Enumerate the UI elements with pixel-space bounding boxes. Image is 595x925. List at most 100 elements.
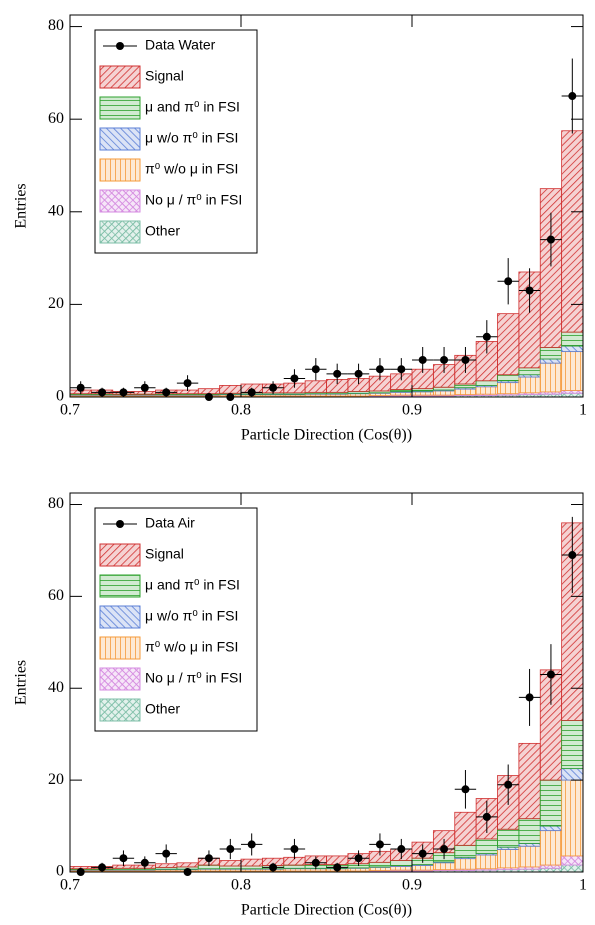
histogram-segment [497,313,520,376]
x-tick-label: 0.8 [231,877,251,894]
y-tick-label: 20 [48,771,64,788]
data-point [119,854,128,863]
data-point [333,863,342,872]
histogram-segment [539,358,563,364]
y-tick-label: 80 [48,495,64,512]
histogram-segment [561,864,584,873]
legend-swatch [99,220,141,244]
legend-label: μ w/o π⁰ in FSI [145,608,238,624]
data-point [482,332,491,341]
legend-swatch [99,605,141,629]
histogram-segment [561,331,584,347]
histogram-segment [497,849,520,869]
histogram-segment [176,862,199,868]
histogram-segment [539,867,563,873]
data-point [397,845,406,854]
histogram-segment [240,865,263,870]
histogram-segment [561,390,584,394]
legend-label: π⁰ w/o μ in FSI [145,639,238,655]
y-axis-title: Entries [13,183,30,228]
histogram-segment [561,345,584,353]
legend-label: Signal [145,546,184,562]
data-point [440,355,449,364]
data-point [183,868,192,876]
legend-marker [116,520,124,528]
histogram-segment [368,861,392,868]
data-point [525,693,534,702]
data-point [440,845,449,854]
legend-swatch [99,127,141,151]
legend-swatch [99,636,141,660]
x-tick-label: 1 [579,402,587,419]
histogram-segment [539,830,563,866]
histogram-segment [390,391,413,396]
histogram-segment [561,779,584,857]
data-point [546,670,555,679]
data-point [333,369,342,378]
x-tick-label: 0.7 [60,877,80,894]
x-tick-label: 0.7 [60,402,80,419]
legend-label: π⁰ w/o μ in FSI [145,161,238,177]
y-tick-label: 40 [48,202,64,219]
histogram-segment [475,838,498,855]
histogram-segment [347,867,370,872]
histogram-segment [283,864,306,869]
histogram-segment [475,854,498,870]
legend-label: Signal [145,68,184,84]
data-point [418,355,427,364]
y-tick-label: 60 [48,110,64,127]
histogram-segment [390,860,413,866]
data-point [290,374,299,383]
legend-marker [116,42,124,50]
histogram-segment [219,385,242,394]
histogram-segment [240,858,263,867]
data-point [482,812,491,821]
data-point [375,365,384,374]
y-axis-title: Entries [13,660,30,705]
data-point [546,235,555,244]
histogram-segment [432,386,456,391]
x-tick-label: 0.9 [402,877,422,894]
data-point [397,365,406,374]
data-point [568,92,577,101]
data-point [247,388,256,397]
histogram-segment [518,818,541,844]
legend-label: μ w/o π⁰ in FSI [145,130,238,146]
histogram-segment [411,865,434,871]
legend-swatch [99,65,141,89]
histogram-segment [561,130,584,333]
histogram-segment [368,867,392,872]
y-tick-label: 60 [48,587,64,604]
legend-swatch [99,158,141,182]
histogram-segment [539,825,563,832]
data-point [311,365,320,374]
legend-label: μ and π⁰ in FSI [145,99,240,115]
data-point [504,780,513,789]
histogram-segment [518,845,541,868]
data-point [418,849,427,858]
histogram-segment [539,864,563,869]
data-point [76,868,85,876]
data-point [311,858,320,867]
histogram-segment [561,855,584,866]
legend-swatch [99,667,141,691]
data-point [140,383,149,392]
legend-label: No μ / π⁰ in FSI [145,670,242,686]
x-tick-label: 0.8 [231,402,251,419]
histogram-segment [518,367,541,376]
histogram-segment [197,388,221,395]
histogram-segment [219,860,242,867]
histogram-segment [454,383,477,389]
legend-swatch [99,189,141,213]
data-point [568,551,577,560]
histogram-segment [390,866,413,871]
data-point [461,355,470,364]
data-point [226,845,235,854]
histogram-segment [432,862,456,871]
data-point [226,393,235,401]
histogram-segment [497,382,520,395]
y-tick-label: 0 [56,388,64,405]
data-point [162,849,171,858]
legend-swatch [99,574,141,598]
histogram-segment [561,768,584,781]
